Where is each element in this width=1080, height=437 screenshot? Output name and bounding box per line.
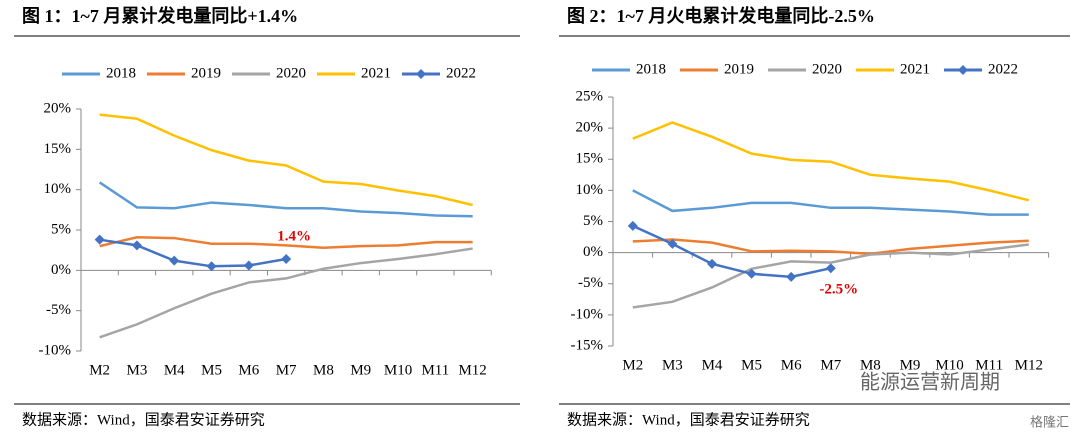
x-tick-label: M6 [238, 362, 259, 378]
legend-label: 2020 [276, 65, 306, 81]
logo: 格隆汇 [1030, 415, 1069, 431]
point [243, 260, 254, 271]
y-tick-label: 15% [576, 151, 604, 167]
legend-label: 2021 [900, 61, 930, 77]
legend-label: 2021 [361, 65, 391, 81]
series-line [99, 247, 473, 339]
legend-label: 2018 [636, 61, 666, 77]
y-tick-label: 25% [576, 88, 604, 104]
legend-label: 2022 [988, 61, 1018, 77]
y-tick-label: 5% [583, 213, 603, 229]
point [281, 254, 292, 265]
x-tick-label: M9 [350, 362, 371, 378]
chart-title: 图 1：1~7 月累计发电量同比+1.4% [22, 5, 298, 26]
legend-label: 2019 [724, 61, 754, 77]
y-tick-label: 20% [576, 120, 604, 136]
y-tick-label: 10% [44, 181, 72, 197]
series-line [632, 224, 832, 279]
source: 数据来源：Wind，国泰君安证券研究 [22, 411, 265, 428]
annotation: -2.5% [819, 282, 858, 298]
series-line [99, 238, 287, 268]
y-tick-label: 15% [44, 141, 72, 157]
legend-marker [416, 69, 426, 79]
x-tick-label: M11 [975, 357, 1003, 373]
point [94, 234, 105, 245]
chart-title: 图 2：1~7 月火电累计发电量同比-2.5% [567, 5, 875, 26]
x-tick-label: M5 [201, 362, 222, 378]
y-tick-label: 0% [583, 244, 603, 260]
y-tick-label: 5% [51, 221, 71, 237]
series-line [632, 238, 1029, 256]
x-tick-label: M3 [127, 362, 148, 378]
x-tick-label: M4 [164, 362, 185, 378]
series-line [99, 236, 473, 249]
legend-label: 2022 [446, 65, 476, 81]
point [169, 255, 180, 266]
point [825, 263, 836, 274]
x-tick-label: M7 [820, 357, 841, 373]
point [206, 261, 217, 272]
series-line [632, 189, 1029, 216]
point [786, 271, 797, 282]
x-tick-label: M12 [458, 362, 486, 378]
x-tick-label: M5 [741, 357, 762, 373]
x-tick-label: M8 [313, 362, 334, 378]
legend-label: 2020 [812, 61, 842, 77]
y-tick-label: 0% [51, 262, 71, 278]
y-tick-label: -5% [46, 302, 71, 318]
x-tick-label: M11 [421, 362, 449, 378]
x-tick-label: M2 [89, 362, 110, 378]
y-tick-label: 10% [576, 182, 604, 198]
x-tick-label: M9 [900, 357, 921, 373]
point [131, 240, 142, 251]
x-tick-label: M4 [702, 357, 723, 373]
point [707, 258, 717, 269]
source: 数据来源：Wind，国泰君安证券研究 [567, 411, 810, 428]
y-tick-label: -10% [571, 306, 604, 322]
x-tick-label: M7 [276, 362, 297, 378]
annotation: 1.4% [277, 228, 311, 244]
point [627, 220, 638, 231]
legend-label: 2019 [191, 65, 221, 81]
x-tick-label: M6 [781, 357, 802, 373]
watermark: 能源运营新周期 [860, 370, 1000, 394]
x-tick-label: M10 [935, 357, 963, 373]
legend-marker [958, 65, 968, 75]
y-tick-label: -15% [571, 337, 604, 353]
x-tick-label: M2 [622, 357, 643, 373]
legend-label: 2018 [106, 65, 136, 81]
x-tick-label: M12 [1015, 357, 1043, 373]
series-line [632, 243, 1029, 309]
series-line [632, 121, 1030, 202]
y-tick-label: -5% [578, 275, 603, 291]
x-tick-label: M10 [384, 362, 412, 378]
point [746, 268, 757, 279]
series-line [98, 181, 473, 218]
point [667, 238, 678, 249]
y-tick-label: -10% [39, 342, 72, 358]
x-tick-label: M8 [860, 357, 881, 373]
y-tick-label: 20% [44, 100, 72, 116]
series-line [99, 113, 473, 207]
x-tick-label: M3 [662, 357, 683, 373]
